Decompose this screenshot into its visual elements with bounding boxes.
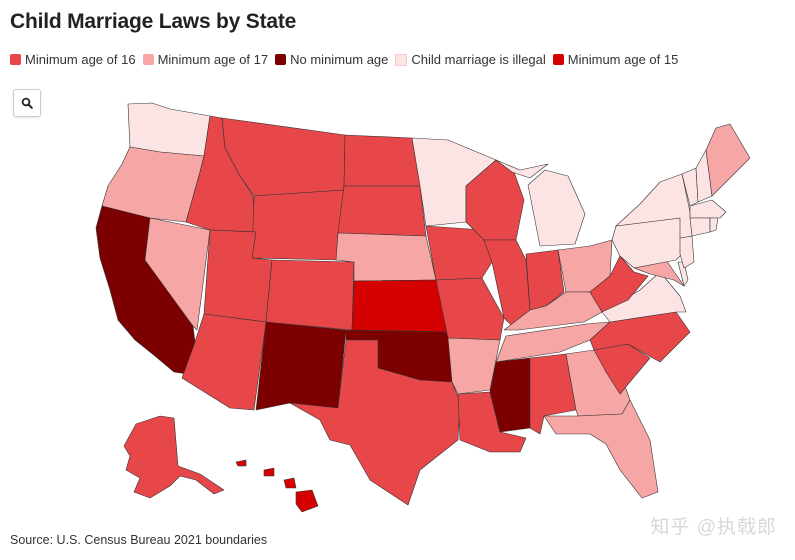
legend-item-illegal[interactable]: Child marriage is illegal	[395, 52, 546, 67]
state-MA[interactable]	[689, 199, 727, 219]
legend-item-none[interactable]: No minimum age	[275, 52, 388, 67]
state-MO[interactable]	[435, 277, 505, 341]
state-MS[interactable]	[489, 357, 531, 433]
state-NM[interactable]	[255, 321, 347, 411]
state-AR[interactable]	[447, 337, 501, 395]
state-AZ[interactable]	[181, 313, 267, 411]
legend-item-17[interactable]: Minimum age of 17	[142, 52, 269, 67]
state-SD[interactable]	[337, 185, 427, 237]
state-RI[interactable]	[709, 217, 719, 233]
legend-swatch	[10, 54, 21, 65]
state-WY[interactable]	[251, 189, 345, 261]
source-note: Source: U.S. Census Bureau 2021 boundari…	[10, 533, 268, 547]
state-NV[interactable]	[144, 217, 211, 331]
search-button[interactable]	[13, 89, 41, 117]
legend-swatch	[142, 54, 154, 65]
legend-label: No minimum age	[290, 52, 389, 67]
us-map	[95, 102, 751, 513]
state-VA[interactable]	[601, 271, 687, 323]
state-WA[interactable]	[127, 102, 211, 157]
state-WV[interactable]	[589, 255, 649, 313]
legend: Minimum age of 16 Minimum age of 17 No m…	[10, 52, 685, 67]
state-CT[interactable]	[689, 217, 711, 237]
legend-item-16[interactable]: Minimum age of 16	[10, 52, 136, 67]
legend-item-15[interactable]: Minimum age of 15	[552, 52, 679, 67]
state-HI[interactable]	[235, 459, 319, 513]
state-ME[interactable]	[705, 123, 751, 197]
legend-swatch	[552, 54, 564, 65]
legend-swatch	[395, 53, 408, 66]
legend-swatch	[275, 54, 287, 65]
state-CO[interactable]	[265, 259, 355, 331]
map-title: Child Marriage Laws by State	[10, 10, 297, 33]
state-KS[interactable]	[351, 279, 449, 333]
state-AK[interactable]	[123, 415, 225, 499]
watermark: 知乎 @执戟郎	[650, 517, 777, 538]
legend-label: Minimum age of 16	[25, 52, 136, 67]
state-MI[interactable]	[495, 159, 586, 247]
state-FL[interactable]	[543, 399, 659, 499]
state-OR[interactable]	[101, 146, 205, 223]
legend-label: Minimum age of 17	[157, 52, 269, 67]
state-IN[interactable]	[525, 249, 565, 311]
state-TX[interactable]	[289, 339, 461, 506]
search-icon	[21, 97, 33, 109]
state-ND[interactable]	[343, 134, 421, 187]
legend-label: Minimum age of 15	[567, 52, 679, 67]
legend-label: Child marriage is illegal	[411, 52, 546, 67]
